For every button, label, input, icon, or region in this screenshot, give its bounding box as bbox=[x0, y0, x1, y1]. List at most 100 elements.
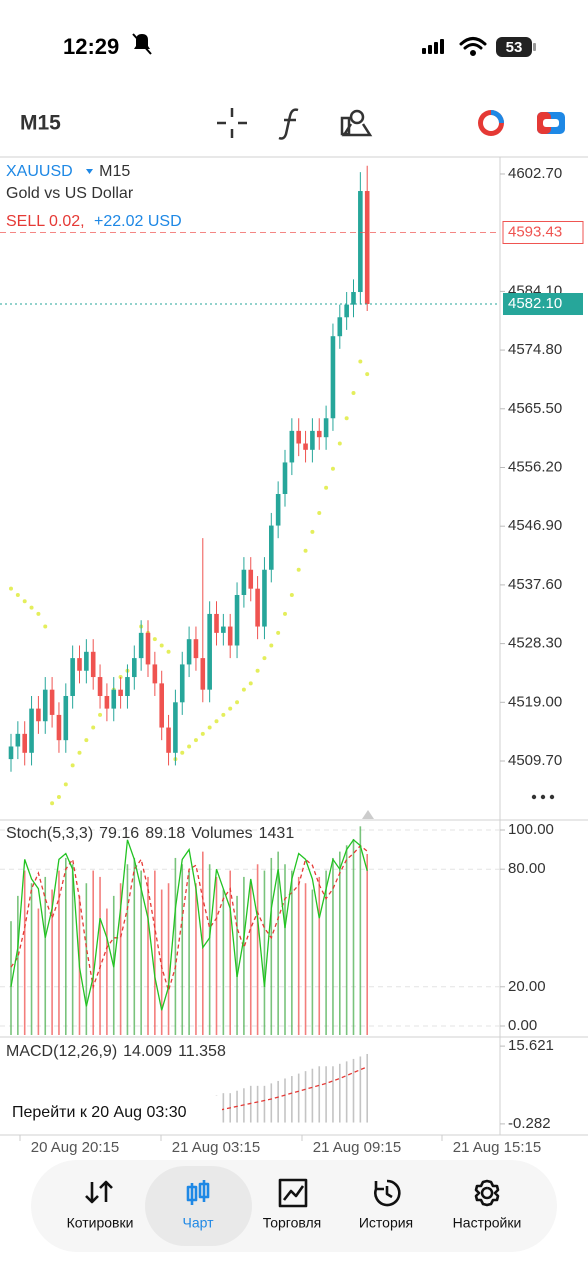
volume-bar bbox=[126, 864, 129, 1035]
tab-icon[interactable] bbox=[85, 1180, 113, 1204]
trade-button[interactable] bbox=[537, 112, 565, 134]
volume-bar bbox=[366, 854, 368, 1035]
time-label: 20 Aug 20:15 bbox=[31, 1139, 119, 1156]
tooltip-box bbox=[0, 1096, 222, 1130]
stoch-legend: Stoch(5,3,3) 79.16 89.18 Volumes 1431 bbox=[6, 825, 294, 842]
y-tick-label: 4519.00 bbox=[508, 693, 562, 710]
volume-bar bbox=[332, 857, 334, 1035]
candle-body bbox=[29, 708, 34, 753]
sar-dot bbox=[276, 630, 281, 635]
candle-body bbox=[289, 430, 295, 463]
tab-icon[interactable] bbox=[186, 1180, 210, 1205]
candle-body bbox=[90, 651, 96, 678]
tab-label[interactable]: История bbox=[359, 1215, 413, 1231]
sar-dot bbox=[330, 466, 335, 471]
candle-body bbox=[214, 613, 219, 633]
candle-body bbox=[323, 418, 329, 438]
volume-bar bbox=[17, 895, 19, 1035]
volume-bar bbox=[10, 921, 12, 1035]
tab-label[interactable]: Котировки bbox=[67, 1215, 134, 1231]
candle-body bbox=[166, 727, 171, 753]
sar-dot bbox=[56, 794, 61, 799]
volume-bar bbox=[167, 883, 170, 1035]
tab-icon[interactable] bbox=[278, 1178, 308, 1208]
candle-body bbox=[200, 658, 206, 690]
volume-bar bbox=[65, 857, 67, 1035]
tab-label[interactable]: Торговля bbox=[263, 1215, 321, 1231]
volume-bar bbox=[215, 876, 218, 1035]
trade-profit: +22.02 USD bbox=[94, 213, 182, 230]
timeframe-button[interactable]: M15 bbox=[20, 112, 61, 135]
macd-bar bbox=[345, 1061, 348, 1123]
volume-bar bbox=[236, 895, 238, 1035]
tab-icon[interactable] bbox=[374, 1179, 401, 1207]
symbol[interactable]: XAUUSD bbox=[6, 163, 73, 180]
bid-price-box bbox=[503, 293, 583, 316]
volume-bar bbox=[44, 876, 47, 1035]
status-time: 12:29 bbox=[63, 34, 119, 59]
volume-bar bbox=[71, 864, 74, 1035]
trade-price-label: 4593.43 bbox=[508, 223, 562, 240]
trade-price-box bbox=[502, 220, 584, 244]
volume-bar bbox=[256, 864, 259, 1035]
chart-frame bbox=[0, 156, 588, 1136]
sar-dot bbox=[36, 611, 41, 616]
volume-bar bbox=[325, 870, 327, 1035]
objects-button[interactable] bbox=[340, 109, 373, 137]
volume-bar bbox=[270, 857, 273, 1035]
sar-dot bbox=[296, 567, 301, 572]
macd-bar bbox=[359, 1056, 362, 1123]
sar-dot bbox=[29, 605, 34, 610]
candle-body bbox=[303, 443, 308, 450]
volume-bar bbox=[263, 870, 266, 1035]
candle-body bbox=[36, 708, 41, 722]
indicators-button[interactable] bbox=[278, 108, 299, 140]
stoch-legend-item: 1431 bbox=[259, 825, 295, 842]
symbol-timeframe: M15 bbox=[99, 163, 130, 180]
candle-body bbox=[207, 613, 212, 690]
volume-bar bbox=[174, 857, 177, 1035]
tab-highlight bbox=[145, 1166, 252, 1246]
volume-bar bbox=[160, 889, 163, 1035]
sar-dot bbox=[166, 649, 171, 654]
sar-dot bbox=[91, 725, 96, 730]
battery-icon bbox=[496, 37, 532, 57]
battery-tip bbox=[533, 43, 536, 51]
sar-dot bbox=[70, 763, 75, 768]
tab-label[interactable]: Чарт bbox=[182, 1215, 214, 1231]
candle-body bbox=[364, 191, 370, 305]
volume-bar bbox=[99, 876, 101, 1035]
candle-body bbox=[159, 683, 164, 728]
volume-bar bbox=[318, 876, 321, 1035]
macd-bar bbox=[222, 1093, 225, 1123]
symbol-header[interactable]: XAUUSD M15 bbox=[6, 163, 130, 180]
candle-body bbox=[193, 639, 199, 659]
candle-body bbox=[262, 569, 267, 627]
tab-icon[interactable] bbox=[474, 1179, 500, 1207]
candle-body bbox=[296, 430, 301, 444]
sar-dot bbox=[15, 592, 20, 597]
macd-bar bbox=[249, 1085, 252, 1123]
time-label: 21 Aug 09:15 bbox=[313, 1139, 401, 1156]
time-label: 21 Aug 03:15 bbox=[172, 1139, 260, 1156]
volume-bar bbox=[140, 870, 142, 1035]
sar-dot bbox=[303, 548, 308, 553]
candle-body bbox=[337, 317, 343, 337]
volume-bar bbox=[359, 826, 362, 1035]
sar-dot bbox=[200, 731, 205, 736]
account-button[interactable] bbox=[478, 110, 504, 136]
y-tick-label: 4602.70 bbox=[508, 165, 562, 182]
tooltip[interactable]: Перейти к 20 Aug 03:30 bbox=[12, 1104, 187, 1121]
candle-body bbox=[227, 626, 233, 646]
more-button[interactable] bbox=[531, 794, 555, 800]
tab-label[interactable]: Настройки bbox=[453, 1215, 522, 1231]
crosshair-button[interactable] bbox=[217, 108, 247, 138]
battery-level: 53 bbox=[506, 39, 523, 56]
y-tick-label: 4537.60 bbox=[508, 576, 562, 593]
candle-body bbox=[282, 462, 288, 495]
volume-bar bbox=[37, 908, 40, 1035]
candle-body bbox=[316, 430, 322, 438]
symbol-dropdown[interactable] bbox=[86, 169, 93, 174]
macd-bar bbox=[297, 1073, 300, 1123]
